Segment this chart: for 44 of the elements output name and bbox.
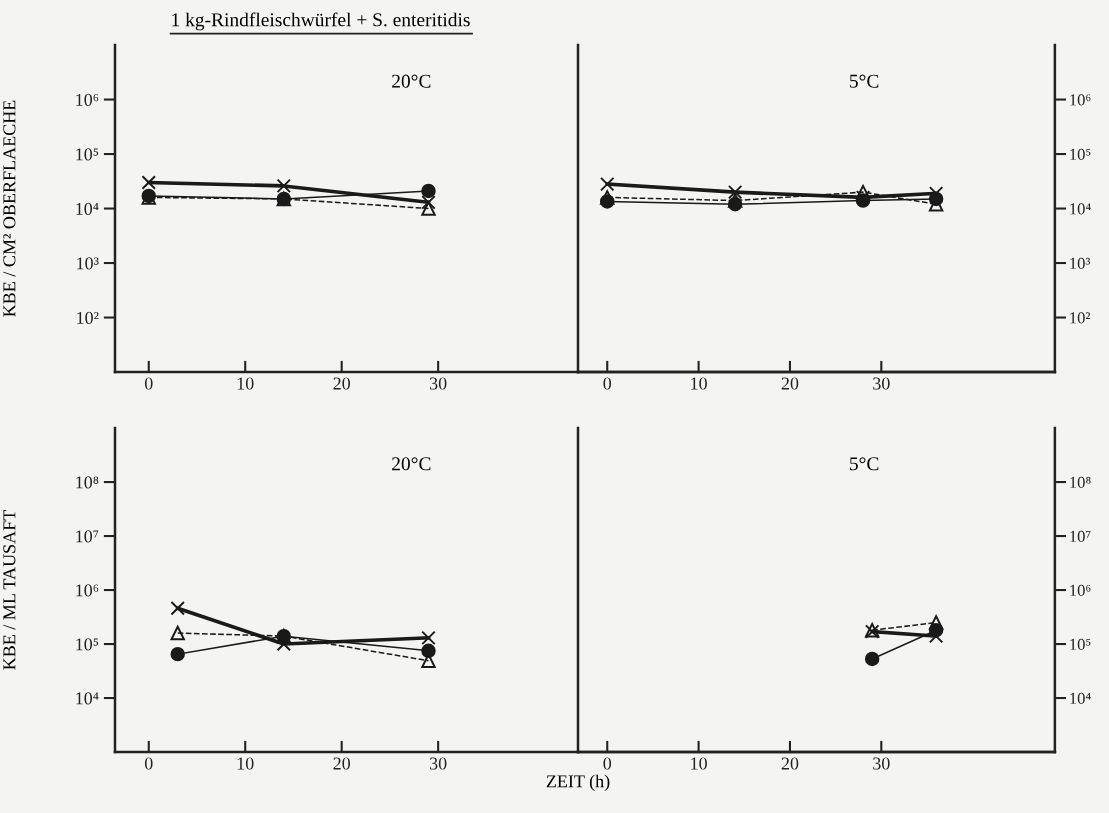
x-tick-label: 10 bbox=[237, 757, 254, 770]
x-tick-label: 0 bbox=[603, 757, 612, 770]
y2-tick-label: 10⁸ bbox=[1070, 476, 1091, 488]
x-tick-label: 0 bbox=[144, 757, 153, 770]
y2-tick-label: 10⁵ bbox=[1070, 148, 1091, 160]
y-axis-title: KBE / ML TAUSAFT bbox=[3, 510, 16, 670]
chart-title: 1 kg-Rindfleischwürfel + S. enteritidis bbox=[172, 12, 470, 31]
y2-tick-label: 10⁵ bbox=[1070, 638, 1091, 650]
annotation: 5°C bbox=[850, 457, 879, 471]
x-tick-label: 10 bbox=[237, 377, 254, 390]
y-tick-label: 10⁸ bbox=[76, 476, 99, 489]
x-tick-label: 0 bbox=[144, 377, 153, 390]
y2-tick-label: 10² bbox=[1070, 312, 1091, 324]
y2-tick-label: 10⁷ bbox=[1070, 530, 1091, 542]
x-tick-label: 30 bbox=[429, 757, 447, 770]
y-tick-label: 10⁶ bbox=[76, 584, 99, 597]
x-tick-label: 20 bbox=[333, 757, 351, 770]
annotation: 5°C bbox=[850, 74, 879, 88]
y-tick-label: 10⁷ bbox=[76, 530, 99, 543]
annotation: 20°C bbox=[392, 74, 431, 88]
y2-tick-label: 10⁶ bbox=[1070, 584, 1091, 596]
y-tick-label: 10² bbox=[77, 311, 99, 324]
y-tick-label: 10⁴ bbox=[76, 202, 99, 215]
y-axis-title: KBE / CM² OBERFLAECHE bbox=[3, 100, 16, 317]
annotation: 20°C bbox=[392, 457, 431, 471]
x-tick-label: 30 bbox=[873, 757, 890, 770]
x-tick-label: 30 bbox=[429, 377, 447, 390]
y-tick-label: 10⁶ bbox=[76, 93, 99, 106]
x-tick-label: 10 bbox=[691, 757, 707, 770]
y-tick-label: 10⁴ bbox=[76, 692, 99, 705]
y2-tick-label: 10⁴ bbox=[1070, 692, 1091, 704]
y2-tick-label: 10³ bbox=[1070, 257, 1091, 269]
y2-tick-label: 10⁴ bbox=[1070, 203, 1091, 215]
y-tick-label: 10⁵ bbox=[76, 148, 99, 161]
y2-tick-label: 10⁶ bbox=[1070, 94, 1091, 106]
y-tick-label: 10⁵ bbox=[76, 638, 99, 651]
x-tick-label: 20 bbox=[781, 757, 799, 770]
x-axis-title: ZEIT (h) bbox=[546, 774, 610, 792]
x-tick-label: 30 bbox=[873, 377, 890, 390]
x-tick-label: 10 bbox=[691, 377, 707, 390]
x-tick-label: 0 bbox=[603, 377, 612, 390]
x-tick-label: 20 bbox=[333, 377, 351, 390]
y-tick-label: 10³ bbox=[77, 257, 99, 270]
x-tick-label: 20 bbox=[781, 377, 799, 390]
